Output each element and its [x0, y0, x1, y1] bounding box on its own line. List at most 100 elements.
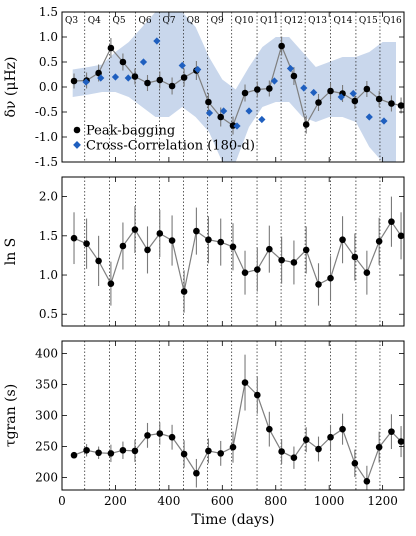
data-point [351, 253, 359, 261]
cross-correlation-point [245, 107, 253, 115]
data-point [315, 281, 322, 288]
data-point [241, 89, 249, 97]
data-point [302, 246, 310, 254]
quarter-label-q7: Q7 [163, 16, 176, 26]
data-point [302, 121, 310, 128]
panel-granulation-amplitude: 0.5 1.0 1.5 2.0 ln S [3, 176, 405, 327]
data-point [107, 450, 115, 457]
data-point [193, 469, 200, 477]
data-point [95, 69, 102, 77]
quarter-label-q6: Q6 [138, 16, 151, 26]
data-point [254, 266, 261, 273]
y-tick-label: 350 [35, 377, 58, 391]
y-axis-label-tau-gran: τgran (s) [3, 384, 19, 447]
data-point [290, 72, 298, 80]
data-point [180, 74, 188, 81]
data-point [156, 430, 164, 437]
data-point [217, 450, 225, 457]
data-point [229, 243, 237, 251]
cross-correlation-point [194, 65, 202, 74]
data-point [351, 460, 359, 467]
series-line [73, 44, 402, 127]
data-point [217, 238, 225, 246]
data-point [375, 95, 383, 103]
x-tick-label: 1000 [314, 494, 345, 508]
data-point [363, 478, 371, 485]
y-tick-label: 1.5 [39, 229, 58, 243]
data-point [327, 433, 334, 441]
cross-correlation-point [97, 74, 105, 82]
series-line [73, 381, 402, 483]
data-point [156, 230, 164, 237]
quarter-label-q10: Q10 [235, 16, 254, 26]
y-tick-label: 2.0 [39, 190, 58, 204]
data-point [144, 246, 151, 254]
data-point [83, 240, 90, 247]
quarter-label-q14: Q14 [334, 16, 353, 26]
y-tick-label: -1.0 [35, 130, 58, 144]
data-point [266, 245, 273, 253]
cross-correlation-point [310, 88, 318, 97]
uncertainty-band [72, 12, 396, 162]
data-point [168, 82, 176, 90]
data-point [205, 447, 212, 455]
data-point [70, 77, 78, 85]
panel-frequency-shift: Q3 Q4 Q5 Q6 Q7 Q8 Q9 Q10 Q11 Q12 Q13 Q14 Q15 Q16 -1.5… [3, 5, 405, 169]
data-point [70, 234, 78, 242]
data-point [131, 226, 139, 233]
y-tick-label: 0.5 [39, 307, 58, 321]
quarter-label-q12: Q12 [284, 16, 303, 26]
data-point [315, 445, 322, 453]
data-point [205, 236, 212, 244]
data-point [388, 218, 395, 225]
data-point [375, 238, 383, 245]
data-point [363, 269, 371, 276]
data-point [339, 425, 346, 433]
data-point [144, 79, 151, 87]
cross-correlation-point [380, 117, 388, 125]
data-point [70, 451, 78, 459]
quarter-label-q11: Q11 [260, 16, 279, 26]
x-tick-label: 600 [211, 494, 234, 508]
quarter-label-q4: Q4 [88, 16, 101, 26]
cross-correlation-point [349, 89, 357, 98]
y-tick-label: -1.5 [35, 155, 58, 169]
legend-marker-cross-correlation [73, 141, 81, 149]
data-point [95, 257, 102, 265]
x-tick-label: 1200 [367, 494, 398, 508]
data-point [375, 443, 383, 451]
data-point [388, 428, 395, 435]
data-point [266, 85, 273, 92]
data-point [180, 450, 188, 458]
y-tick-label: 250 [35, 440, 58, 454]
y-tick-label: 0.5 [39, 55, 58, 69]
data-point [290, 259, 298, 266]
data-point [397, 438, 405, 445]
data-point [180, 288, 188, 295]
y-tick-label: 400 [35, 346, 58, 360]
data-point [193, 227, 200, 235]
cross-correlation-point [124, 74, 132, 82]
cross-correlation-point [153, 37, 161, 45]
data-point [327, 87, 334, 95]
cross-correlation-point [205, 109, 214, 117]
data-point [266, 425, 273, 433]
plot-frame [61, 340, 405, 491]
data-point [229, 443, 237, 451]
y-tick-label: 200 [35, 471, 58, 485]
y-tick-label: 1.0 [39, 268, 58, 282]
y-axis-label-ln-s: ln S [3, 238, 19, 266]
x-tick-label: 0 [58, 494, 66, 508]
legend-label-cross-correlation: Cross-Correlation (180-d) [86, 139, 255, 154]
x-tick-label: 400 [157, 494, 180, 508]
quarter-label-q16: Q16 [383, 16, 402, 26]
legend-label-peak-bagging: Peak-bagging [86, 124, 175, 139]
data-point [351, 97, 359, 105]
cross-correlation-point [178, 61, 186, 70]
data-point [119, 58, 127, 66]
data-point [363, 85, 371, 93]
y-tick-label: 300 [35, 409, 58, 423]
data-point [107, 44, 115, 52]
